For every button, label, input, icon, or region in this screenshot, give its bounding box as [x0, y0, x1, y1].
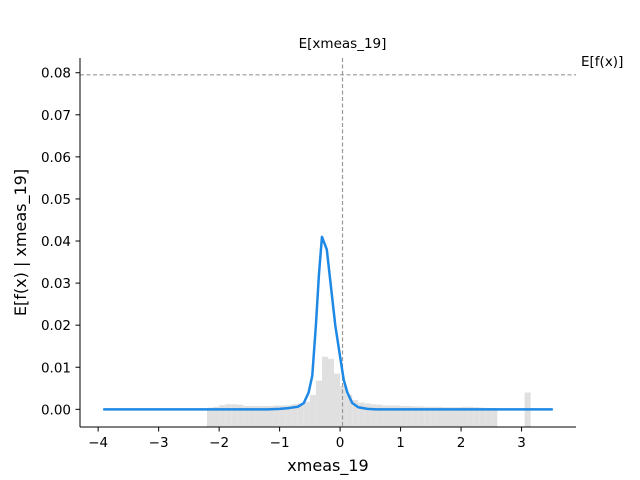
histogram-bar — [213, 406, 220, 427]
histogram-bar — [321, 356, 328, 427]
y-tick-label: 0.04 — [41, 234, 71, 250]
histogram-bar — [491, 408, 498, 427]
series-line — [102, 235, 554, 411]
histogram-bar — [418, 406, 425, 427]
histogram-bar — [279, 405, 286, 427]
x-tick-label: −1 — [270, 435, 290, 451]
histogram-bar — [406, 405, 413, 427]
histogram-bar — [430, 406, 437, 427]
histogram-bar — [231, 404, 238, 427]
axes: −4 −3 −2 −1 0 1 2 3 0.00 0.01 0.02 0.03 0.04 0.05 0.06… — [41, 58, 576, 451]
histogram — [207, 356, 531, 427]
histogram-bar — [334, 373, 341, 427]
y-tick-label: 0.03 — [41, 276, 71, 292]
histogram-bar — [467, 406, 474, 427]
histogram-bar — [485, 408, 492, 427]
histogram-bar — [370, 404, 377, 427]
histogram-bar — [273, 405, 280, 427]
y-tick-label: 0.06 — [41, 150, 71, 166]
histogram-bar — [261, 405, 268, 427]
expected-value-label: E[f(x)] — [581, 54, 623, 70]
series-layer — [102, 235, 554, 411]
histogram-bar — [394, 405, 401, 427]
histogram-bar — [358, 402, 365, 427]
histogram-bar — [340, 386, 347, 427]
histogram-bar — [315, 380, 322, 427]
x-tick-label: 3 — [517, 435, 526, 451]
histogram-bar — [479, 407, 486, 427]
histogram-bar — [219, 405, 226, 427]
x-axis-title: xmeas_19 — [287, 456, 368, 476]
histogram-bar — [255, 405, 262, 427]
y-tick-label: 0.00 — [41, 402, 71, 418]
histogram-bar — [364, 403, 371, 427]
histogram-bar — [436, 406, 443, 427]
histogram-bar — [388, 405, 395, 427]
x-tick-label: −2 — [209, 435, 229, 451]
histogram-bar — [442, 407, 449, 427]
histogram-bar — [424, 406, 431, 427]
x-tick-label: −3 — [149, 435, 169, 451]
histogram-bar — [382, 405, 389, 427]
histogram-bar — [376, 404, 383, 427]
histogram-bar — [346, 394, 353, 427]
y-tick-label: 0.07 — [41, 108, 71, 124]
histogram-bar — [267, 405, 274, 427]
histogram-bar — [352, 400, 359, 427]
histogram-bar — [328, 358, 335, 427]
y-tick-label: 0.01 — [41, 360, 71, 376]
x-tick-label: −4 — [88, 435, 108, 451]
x-tick-label: 2 — [457, 435, 466, 451]
histogram-bar — [473, 407, 480, 427]
histogram-bar — [448, 407, 456, 427]
feature-mean-label: E[xmeas_19] — [299, 36, 387, 52]
x-tick-label: 1 — [396, 435, 405, 451]
histogram-bar — [309, 395, 316, 427]
axis-titles: xmeas_19 E[f(x) | xmeas_19] E[f(x)] E[xm… — [11, 36, 623, 476]
histogram-bar — [207, 407, 214, 427]
y-axis-title: E[f(x) | xmeas_19] — [11, 169, 31, 316]
histogram-bar — [412, 406, 419, 427]
histogram-bar — [225, 404, 232, 427]
histogram-bar — [285, 405, 292, 427]
y-tick-label: 0.08 — [41, 66, 71, 82]
histogram-bar — [243, 405, 250, 427]
histogram-bar — [249, 405, 256, 427]
y-tick-label: 0.05 — [41, 192, 71, 208]
histogram-bar — [291, 404, 298, 427]
histogram-bar — [237, 404, 244, 427]
histogram-bar — [400, 405, 407, 427]
x-tick-label: 0 — [336, 435, 345, 451]
y-tick-label: 0.02 — [41, 318, 71, 334]
histogram-bar — [297, 403, 304, 427]
histogram-bar — [455, 407, 462, 427]
histogram-bar — [303, 401, 310, 427]
histogram-bar — [461, 406, 468, 427]
